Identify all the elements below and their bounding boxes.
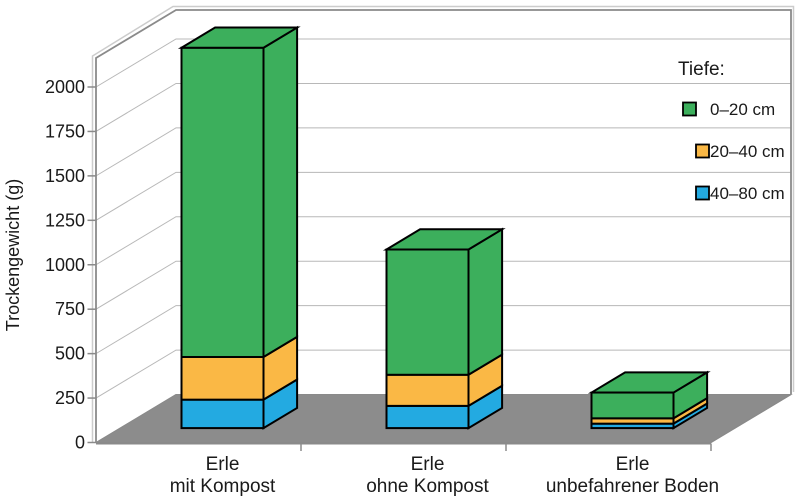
legend-label: 0–20 cm bbox=[710, 100, 775, 119]
y-tick-label: 500 bbox=[55, 344, 85, 364]
bar-segment-side bbox=[262, 25, 299, 359]
bar-top-face bbox=[177, 26, 301, 49]
bar-segment-front bbox=[385, 404, 470, 430]
category-label-line1: Erle bbox=[411, 454, 445, 475]
category-label-line2: ohne Kompost bbox=[366, 476, 489, 497]
category-label-line2: mit Kompost bbox=[170, 476, 276, 497]
bar-segment-front bbox=[385, 373, 470, 407]
frame-highlight bbox=[91, 5, 795, 443]
bar-segment-front bbox=[180, 356, 265, 401]
legend-title: Tiefe: bbox=[678, 59, 725, 80]
bar-segment-front bbox=[590, 391, 675, 420]
gridline-1250 bbox=[95, 171, 791, 221]
legend-swatch bbox=[695, 185, 710, 201]
bar-segment-front bbox=[180, 46, 265, 359]
frame-outline bbox=[95, 9, 792, 443]
gridline-250 bbox=[95, 349, 791, 399]
y-tick-label: 1500 bbox=[45, 166, 85, 186]
bars bbox=[177, 25, 711, 430]
bar-top-face bbox=[382, 228, 506, 251]
gridline-750 bbox=[95, 260, 791, 310]
legend-label: 20–40 cm bbox=[710, 142, 785, 161]
legend-swatch bbox=[682, 101, 697, 117]
y-tick-label: 1000 bbox=[45, 255, 85, 275]
legend: Tiefe: 0–20 cm 20–40 cm 40–80 cm bbox=[678, 59, 785, 203]
y-tick-label: 1250 bbox=[45, 210, 85, 230]
bar-segment-front bbox=[180, 398, 265, 430]
gridline-1000 bbox=[95, 216, 791, 266]
floor-right-edge bbox=[710, 393, 792, 444]
left-wall bbox=[96, 10, 176, 443]
category-label-line2: unbefahrener Boden bbox=[546, 476, 719, 497]
category-label-line1: Erle bbox=[616, 454, 650, 475]
y-tick-label: 1750 bbox=[45, 121, 85, 141]
y-tick-label: 0 bbox=[75, 433, 85, 453]
bar-segment-side bbox=[467, 227, 504, 377]
gridline-1500 bbox=[95, 127, 791, 177]
legend-swatch bbox=[695, 143, 710, 159]
y-tick-label: 2000 bbox=[45, 77, 85, 97]
category-label-line1: Erle bbox=[206, 454, 240, 475]
y-tick-label: 250 bbox=[55, 388, 85, 408]
legend-label: 40–80 cm bbox=[710, 184, 785, 203]
bar-top-face bbox=[587, 371, 711, 394]
y-axis-title: Trockengewicht (g) bbox=[3, 179, 23, 331]
y-tick-label: 750 bbox=[55, 299, 85, 319]
gridline-500 bbox=[95, 305, 791, 355]
gridline-2000 bbox=[95, 38, 791, 88]
axes bbox=[87, 86, 712, 451]
bar-segment-front bbox=[385, 248, 470, 376]
gridline-1750 bbox=[95, 82, 791, 132]
chart-frame bbox=[91, 5, 795, 444]
